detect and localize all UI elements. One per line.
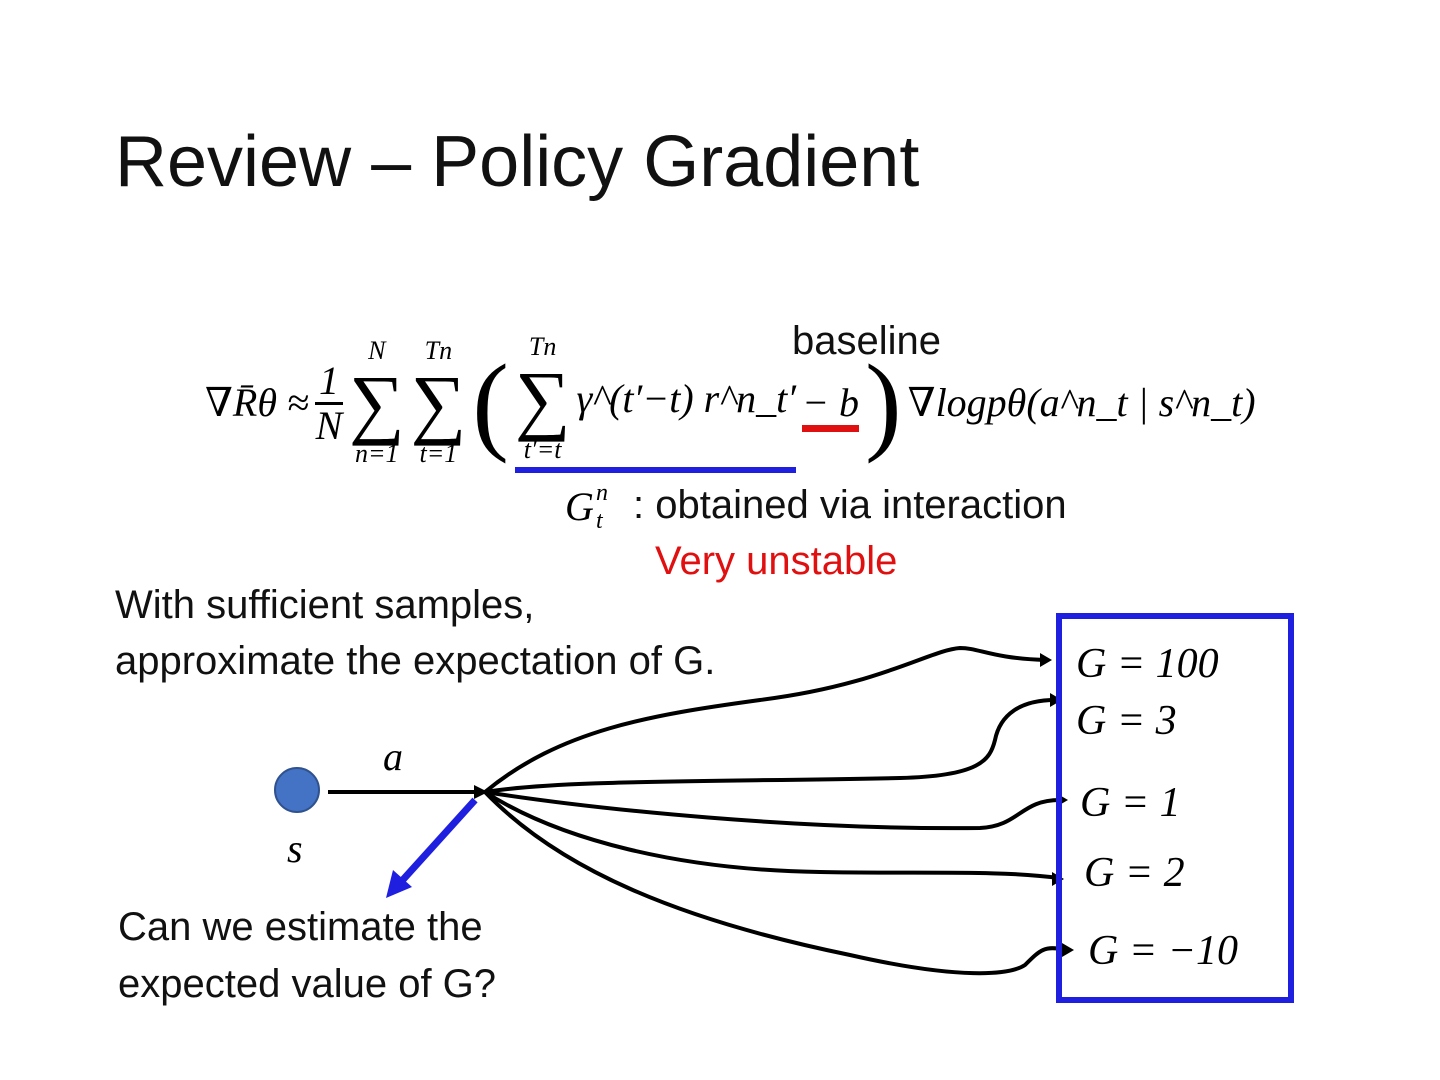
outcome-g2: G = 2 <box>1084 850 1185 896</box>
outcome-g100: G = 100 <box>1076 641 1219 687</box>
baseline-term: baseline − b <box>792 321 941 432</box>
question-line2: expected value of G? <box>118 962 496 1006</box>
trajectories <box>483 645 1066 976</box>
outcome-g3: G = 3 <box>1076 698 1177 744</box>
sum-3: Tn ∑ t′=t <box>515 333 571 464</box>
action-label: a <box>383 734 403 779</box>
outcome-g-10: G = −10 <box>1088 928 1238 974</box>
samples-text-line2: approximate the expectation of G. <box>115 639 715 683</box>
baseline-label: baseline <box>792 319 942 363</box>
gtn-subscript: t <box>596 508 604 534</box>
sum-symbol-1: ∑ <box>348 358 405 446</box>
sum1-top: N <box>368 336 386 366</box>
fraction: 1 N <box>314 359 343 448</box>
trajectory-g-10 <box>483 790 1066 976</box>
trajectory-g2 <box>483 790 1059 880</box>
very-unstable-label: Very unstable <box>655 539 897 583</box>
gtn-description: : obtained via interaction <box>633 483 1067 527</box>
left-paren: ( <box>472 342 509 464</box>
sum2-bottom: t=1 <box>419 439 458 469</box>
sum2-top: Tn <box>424 336 453 366</box>
formula-rhs: ∇logpθ(a^n_t | s^n_t) <box>907 380 1256 425</box>
sum-1: N ∑ n=1 <box>349 337 405 468</box>
trajectory-g3 <box>484 698 1056 794</box>
sum-2: Tn ∑ t=1 <box>411 337 467 468</box>
sum-symbol-3: ∑ <box>514 354 571 442</box>
action-arrowhead <box>474 785 488 799</box>
state-label: s <box>287 826 303 871</box>
estimate-arrow <box>397 797 478 886</box>
slide-title: Review – Policy Gradient <box>115 122 919 202</box>
formula-minus-b: − b <box>802 380 859 432</box>
sum-symbol-2: ∑ <box>410 358 467 446</box>
frac-den: N <box>315 402 343 448</box>
samples-text-line1: With sufficient samples, <box>115 583 534 627</box>
formula-term: γ^(t′−t) r^n_t′ <box>576 376 796 421</box>
frac-num: 1 <box>314 359 343 405</box>
sum3-top: Tn <box>528 332 557 362</box>
sum1-bottom: n=1 <box>355 439 399 469</box>
estimate-arrowhead <box>386 870 412 898</box>
outcomes-box <box>1056 613 1294 1003</box>
outcome-g1: G = 1 <box>1080 780 1181 826</box>
question-line1: Can we estimate the <box>118 905 483 949</box>
right-paren: ) <box>865 342 902 464</box>
formula-lhs: ∇R̄θ ≈ <box>205 380 309 425</box>
sum3-bottom: t′=t <box>523 435 562 465</box>
gtn-symbol: G <box>565 484 594 529</box>
gtn-superscript: n <box>596 480 608 506</box>
trajectory-g1 <box>484 790 1061 831</box>
trajectory-g100 <box>483 645 1046 794</box>
state-node <box>274 767 320 813</box>
policy-gradient-formula: ∇R̄θ ≈ 1 N N ∑ n=1 Tn ∑ t=1 ( Tn ∑ t′=t … <box>205 318 1256 488</box>
gtn-underlined-group: Tn ∑ t′=t γ^(t′−t) r^n_t′ <box>514 333 796 473</box>
